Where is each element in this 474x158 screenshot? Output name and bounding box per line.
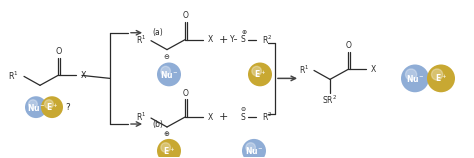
Text: E$^+$: E$^+$ (46, 101, 58, 113)
Circle shape (25, 96, 47, 118)
Circle shape (431, 69, 443, 80)
Text: $\oplus$: $\oplus$ (164, 129, 171, 138)
Text: R$^1$: R$^1$ (136, 33, 146, 46)
Circle shape (161, 143, 171, 152)
Text: S: S (241, 113, 246, 122)
Circle shape (157, 139, 181, 158)
Text: /: / (44, 102, 46, 112)
Text: O: O (56, 47, 62, 56)
Text: R$^2$: R$^2$ (262, 111, 272, 123)
Circle shape (41, 96, 63, 118)
Text: SR$^2$: SR$^2$ (322, 94, 337, 106)
Text: Nu$^-$: Nu$^-$ (160, 69, 178, 80)
Text: R$^1$: R$^1$ (299, 63, 309, 76)
Circle shape (157, 63, 181, 86)
Text: ?: ? (65, 103, 70, 112)
Circle shape (427, 64, 455, 92)
Text: R$^1$: R$^1$ (136, 111, 146, 123)
Text: O: O (346, 41, 352, 50)
Circle shape (405, 69, 417, 80)
Circle shape (252, 66, 262, 76)
Text: R$^1$: R$^1$ (8, 69, 19, 82)
Circle shape (401, 64, 429, 92)
Text: Y–: Y– (229, 35, 238, 44)
Text: Nu$^-$: Nu$^-$ (406, 73, 424, 84)
Text: E$^+$: E$^+$ (435, 73, 447, 84)
Circle shape (45, 100, 53, 109)
Circle shape (248, 63, 272, 86)
Circle shape (28, 100, 37, 109)
Text: X: X (81, 71, 86, 80)
Text: X: X (208, 113, 213, 122)
Text: $\ominus$: $\ominus$ (240, 105, 246, 113)
Text: $\ominus$: $\ominus$ (164, 52, 171, 61)
Circle shape (161, 66, 171, 76)
Circle shape (242, 139, 266, 158)
Text: O: O (183, 11, 189, 20)
Text: Nu$^-$: Nu$^-$ (27, 102, 46, 113)
Text: E$^+$: E$^+$ (163, 145, 175, 157)
Text: X: X (371, 65, 376, 74)
Text: (a): (a) (152, 28, 163, 37)
Circle shape (246, 143, 255, 152)
Text: +: + (219, 112, 228, 122)
Text: +: + (219, 35, 228, 45)
Text: R$^2$: R$^2$ (262, 33, 272, 46)
Text: Nu$^-$: Nu$^-$ (245, 145, 264, 156)
Text: E$^+$: E$^+$ (254, 69, 266, 80)
Text: (b): (b) (152, 119, 163, 128)
Text: X: X (208, 35, 213, 44)
Text: O: O (183, 89, 189, 98)
Text: $\oplus$: $\oplus$ (241, 28, 247, 36)
Text: S: S (241, 35, 246, 44)
